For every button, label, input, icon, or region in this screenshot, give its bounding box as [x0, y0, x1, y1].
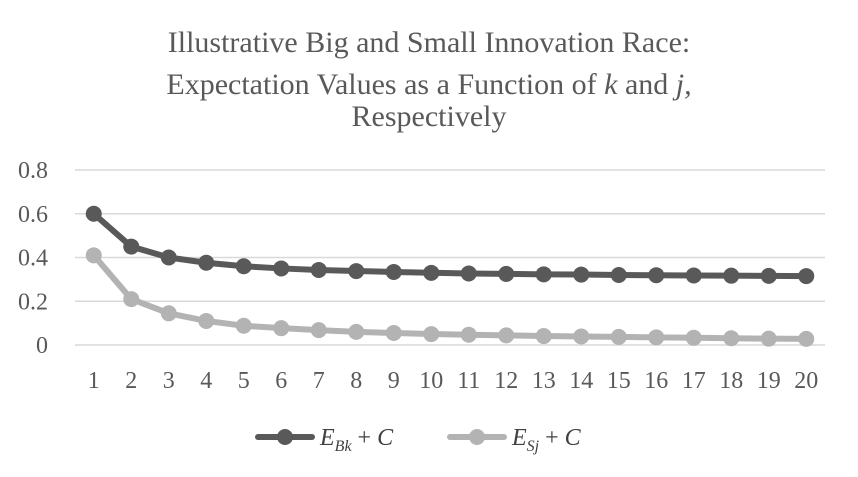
x-tick-label: 13 [532, 368, 556, 394]
x-tick-label: 17 [682, 368, 706, 394]
x-axis-ticks: 1 2 3 4 5 6 7 8 9 10 11 12 13 14 15 16 17 18 19 20 [88, 368, 819, 394]
data-point [498, 327, 515, 344]
y-tick-label: 0.6 [18, 202, 48, 228]
data-point [273, 260, 290, 277]
data-point [610, 328, 627, 345]
data-point [423, 264, 440, 281]
legend: EBk + C ESj + C [255, 425, 582, 455]
title-line-1: Illustrative Big and Small Innovation Ra… [168, 26, 690, 59]
x-tick-label: 4 [200, 368, 212, 394]
data-point [798, 330, 815, 347]
data-point [85, 205, 102, 222]
data-point [85, 247, 102, 264]
gridlines [75, 169, 825, 346]
data-point [723, 330, 740, 347]
series-2 [85, 247, 815, 347]
data-point [423, 326, 440, 343]
data-point [760, 267, 777, 284]
x-tick-label: 10 [419, 368, 443, 394]
data-point [385, 324, 402, 341]
data-point [235, 258, 252, 275]
data-point [123, 291, 140, 308]
data-point [685, 267, 702, 284]
data-point [123, 238, 140, 255]
data-point [685, 329, 702, 346]
legend-label: EBk + C [319, 425, 394, 455]
data-point [198, 254, 215, 271]
chart-title: Illustrative Big and Small Innovation Ra… [166, 26, 691, 133]
data-point [798, 268, 815, 285]
x-tick-label: 18 [719, 368, 743, 394]
data-point [760, 330, 777, 347]
legend-swatch-marker [469, 429, 485, 445]
data-point [348, 323, 365, 340]
data-point [160, 305, 177, 322]
data-point [235, 317, 252, 334]
x-tick-label: 19 [757, 368, 781, 394]
legend-item-2: ESj + C [447, 425, 582, 455]
data-point [535, 328, 552, 345]
data-point [648, 329, 665, 346]
y-axis-ticks: 0 0.2 0.4 0.6 0.8 [18, 158, 48, 359]
x-tick-label: 11 [457, 368, 480, 394]
data-point [198, 312, 215, 329]
x-tick-label: 16 [644, 368, 668, 394]
x-tick-label: 14 [569, 368, 593, 394]
x-tick-label: 20 [794, 368, 818, 394]
data-point [160, 249, 177, 266]
x-tick-label: 8 [350, 368, 362, 394]
y-tick-label: 0 [36, 333, 48, 359]
x-tick-label: 6 [275, 368, 287, 394]
series-1 [85, 205, 815, 285]
x-tick-label: 2 [125, 368, 137, 394]
title-line-3: Respectively [352, 100, 507, 133]
y-tick-label: 0.4 [18, 246, 48, 272]
data-point [460, 326, 477, 343]
y-tick-label: 0.8 [18, 158, 48, 184]
x-tick-label: 12 [494, 368, 518, 394]
x-tick-label: 15 [607, 368, 631, 394]
data-point [310, 322, 327, 339]
x-tick-label: 5 [238, 368, 250, 394]
data-point [310, 261, 327, 278]
data-point [273, 320, 290, 337]
x-tick-label: 1 [88, 368, 100, 394]
series-lines [85, 205, 815, 347]
legend-item-1: EBk + C [255, 425, 394, 455]
data-point [723, 267, 740, 284]
data-point [610, 267, 627, 283]
x-tick-label: 3 [163, 368, 175, 394]
data-point [573, 328, 590, 345]
data-point [348, 263, 365, 280]
data-point [498, 265, 515, 282]
x-tick-label: 9 [388, 368, 400, 394]
data-point [535, 266, 552, 283]
legend-swatch-marker [277, 429, 293, 445]
data-point [573, 266, 590, 283]
y-tick-label: 0.2 [18, 289, 48, 315]
x-tick-label: 7 [313, 368, 325, 394]
title-line-2: Expectation Values as a Function of k an… [166, 68, 691, 101]
data-point [648, 267, 665, 284]
data-point [385, 263, 402, 280]
legend-label: ESj + C [511, 425, 582, 455]
data-point [460, 265, 477, 282]
